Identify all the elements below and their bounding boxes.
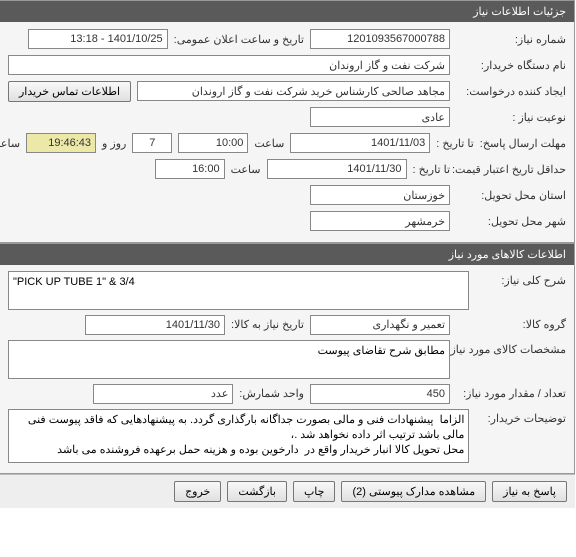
button-bar: پاسخ به نیاز مشاهده مدارک پیوستی (2) چاپ… (0, 474, 576, 508)
public-announce-label: تاریخ و ساعت اعلان عمومی: (175, 33, 305, 46)
reply-remain-field (27, 133, 97, 153)
count-unit-field[interactable] (94, 384, 234, 404)
need-date-goods-field[interactable] (86, 315, 226, 335)
row-price-validity: حداقل تاریخ اعتبار قیمت: تا تاریخ : ساعت (9, 158, 567, 180)
requester-label: ایجاد کننده درخواست: (457, 85, 567, 98)
print-button[interactable]: چاپ (294, 481, 337, 502)
buyer-org-label: نام دستگاه خریدار: (457, 59, 567, 72)
row-general-desc: شرح کلی نیاز: (9, 271, 567, 310)
row-goods-spec: مشخصات کالای مورد نیاز: (9, 340, 567, 379)
reply-time-field[interactable] (179, 133, 249, 153)
section1-header: جزئیات اطلاعات نیاز (1, 1, 575, 22)
back-button[interactable]: بازگشت (228, 481, 288, 502)
row-need-type: نوعیت نیاز : (9, 106, 567, 128)
goods-group-label: گروه کالا: (457, 318, 567, 331)
price-time-field[interactable] (156, 159, 226, 179)
buyer-notes-label: توضیحات خریدار: (476, 409, 567, 425)
quantity-label: تعداد / مقدار مورد نیاز: (457, 387, 567, 400)
row-requester: ایجاد کننده درخواست: اطلاعات تماس خریدار (9, 80, 567, 102)
row-need-number: شماره نیاز: تاریخ و ساعت اعلان عمومی: (9, 28, 567, 50)
need-details-panel: جزئیات اطلاعات نیاز شماره نیاز: تاریخ و … (0, 0, 576, 243)
reply-deadline-label: مهلت ارسال پاسخ: (481, 137, 567, 150)
reply-days-field (133, 133, 173, 153)
need-number-field[interactable] (311, 29, 451, 49)
goods-info-panel: اطلاعات کالاهای مورد نیاز شرح کلی نیاز: … (0, 243, 576, 474)
reply-date-field[interactable] (291, 133, 431, 153)
delivery-city-label: شهر محل تحویل: (457, 215, 567, 228)
reply-button[interactable]: پاسخ به نیاز (493, 481, 568, 502)
row-delivery-province: استان محل تحویل: (9, 184, 567, 206)
buyer-notes-field[interactable] (9, 409, 470, 463)
price-time-label: ساعت (232, 163, 262, 176)
buyer-org-field[interactable] (9, 55, 451, 75)
need-number-label: شماره نیاز: (457, 33, 567, 46)
price-date-field[interactable] (268, 159, 408, 179)
price-validity-label: حداقل تاریخ اعتبار قیمت: (457, 163, 567, 176)
exit-button[interactable]: خروج (175, 481, 222, 502)
row-quantity: تعداد / مقدار مورد نیاز: واحد شمارش: (9, 383, 567, 405)
delivery-province-field[interactable] (311, 185, 451, 205)
row-delivery-city: شهر محل تحویل: (9, 210, 567, 232)
need-type-label: نوعیت نیاز : (457, 111, 567, 124)
row-buyer-org: نام دستگاه خریدار: (9, 54, 567, 76)
goods-spec-label: مشخصات کالای مورد نیاز: (457, 340, 567, 356)
need-type-field[interactable] (311, 107, 451, 127)
view-attachments-button[interactable]: مشاهده مدارک پیوستی (2) (342, 481, 487, 502)
row-goods-group: گروه کالا: تاریخ نیاز به کالا: (9, 314, 567, 336)
row-buyer-notes: توضیحات خریدار: (9, 409, 567, 463)
count-unit-label: واحد شمارش: (240, 387, 305, 400)
general-desc-label: شرح کلی نیاز: (476, 271, 567, 287)
general-desc-field[interactable] (9, 271, 470, 310)
section2-body: شرح کلی نیاز: گروه کالا: تاریخ نیاز به ک… (1, 265, 575, 473)
goods-spec-field[interactable] (9, 340, 451, 379)
reply-remain-label: ساعت باقی مانده (0, 137, 21, 150)
delivery-city-field[interactable] (311, 211, 451, 231)
quantity-field[interactable] (311, 384, 451, 404)
goods-group-field[interactable] (311, 315, 451, 335)
requester-field[interactable] (138, 81, 451, 101)
buyer-contact-button[interactable]: اطلاعات تماس خریدار (9, 81, 132, 102)
row-reply-deadline: مهلت ارسال پاسخ: تا تاریخ : ساعت روز و س… (9, 132, 567, 154)
public-announce-field[interactable] (29, 29, 169, 49)
delivery-province-label: استان محل تحویل: (457, 189, 567, 202)
section1-body: شماره نیاز: تاریخ و ساعت اعلان عمومی: نا… (1, 22, 575, 242)
reply-to-date-label: تا تاریخ : (437, 137, 474, 150)
reply-time-label: ساعت (255, 137, 285, 150)
reply-days-label: روز و (103, 137, 127, 150)
section2-header: اطلاعات کالاهای مورد نیاز (1, 244, 575, 265)
price-to-date-label: تا تاریخ : (414, 163, 451, 176)
need-date-goods-label: تاریخ نیاز به کالا: (232, 318, 305, 331)
